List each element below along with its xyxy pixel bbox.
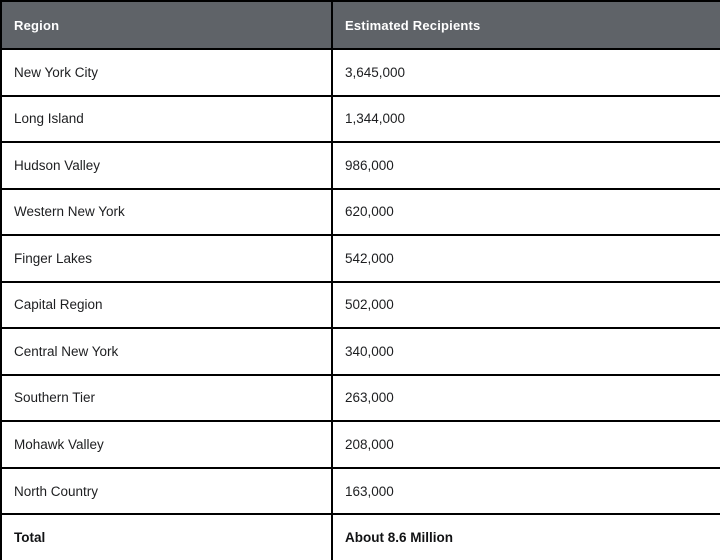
region-cell: Capital Region (0, 280, 333, 330)
table-row: Central New York 340,000 (0, 327, 720, 376)
recipients-cell: 208,000 (331, 420, 720, 469)
recipients-cell: 1,344,000 (331, 94, 720, 144)
region-cell: Central New York (0, 327, 333, 376)
region-cell: North Country (0, 466, 333, 516)
region-cell: Hudson Valley (0, 141, 333, 190)
region-cell: Long Island (0, 94, 333, 144)
table-row: New York City 3,645,000 (0, 48, 720, 97)
recipients-cell: 263,000 (331, 373, 720, 423)
table-row: Long Island 1,344,000 (0, 94, 720, 144)
recipients-cell: 542,000 (331, 234, 720, 283)
region-cell: New York City (0, 48, 333, 97)
header-row: Region Estimated Recipients (0, 0, 720, 50)
total-row: Total About 8.6 Million (0, 513, 720, 560)
column-header-recipients: Estimated Recipients (331, 0, 720, 50)
recipients-cell: 502,000 (331, 280, 720, 330)
recipients-cell: 3,645,000 (331, 48, 720, 97)
table-row: North Country 163,000 (0, 466, 720, 516)
table-row: Mohawk Valley 208,000 (0, 420, 720, 469)
table-row: Hudson Valley 986,000 (0, 141, 720, 190)
table-row: Finger Lakes 542,000 (0, 234, 720, 283)
recipients-cell: 620,000 (331, 187, 720, 237)
region-cell: Southern Tier (0, 373, 333, 423)
table-row: Southern Tier 263,000 (0, 373, 720, 423)
total-value-cell: About 8.6 Million (331, 513, 720, 560)
recipients-cell: 163,000 (331, 466, 720, 516)
recipients-cell: 340,000 (331, 327, 720, 376)
region-cell: Finger Lakes (0, 234, 333, 283)
region-cell: Mohawk Valley (0, 420, 333, 469)
column-header-region: Region (0, 0, 333, 50)
total-label-cell: Total (0, 513, 333, 560)
table-row: Western New York 620,000 (0, 187, 720, 237)
table-row: Capital Region 502,000 (0, 280, 720, 330)
region-cell: Western New York (0, 187, 333, 237)
recipients-cell: 986,000 (331, 141, 720, 190)
